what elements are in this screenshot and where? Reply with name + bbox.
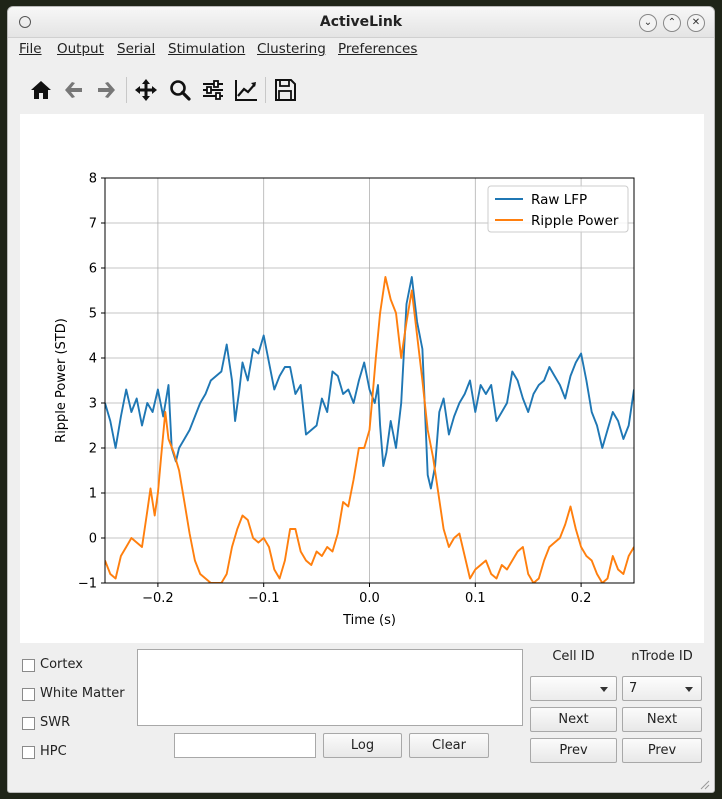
menu-bar: File Output Serial Stimulation Clusterin… [8, 38, 714, 60]
chevron-down-icon [685, 687, 693, 692]
x-tick-label: 0.0 [359, 591, 380, 606]
log-button[interactable]: Log [323, 733, 402, 758]
edit-axis-icon[interactable] [233, 77, 259, 103]
close-icon[interactable]: ✕ [687, 14, 705, 32]
y-tick-label: −1 [78, 577, 97, 592]
chevron-down-icon [600, 687, 608, 692]
back-icon[interactable] [61, 77, 87, 103]
plot-canvas[interactable]: −0.2 −0.1 0.0 0.1 0.2 −1 0 1 2 3 4 5 6 7 8 Time (s) Ripp… [20, 114, 704, 643]
log-text-area[interactable] [137, 649, 523, 726]
cell-next-button[interactable]: Next [530, 707, 617, 732]
app-icon [19, 16, 31, 28]
app-window: ActiveLink ⌄ ⌃ ✕ File Output Serial Stim… [7, 6, 715, 793]
menu-file[interactable]: File [19, 41, 42, 57]
home-icon[interactable] [28, 77, 54, 103]
legend-label: Ripple Power [531, 213, 619, 229]
x-tick-label: 0.1 [465, 591, 486, 606]
checkbox-label: SWR [40, 715, 71, 730]
menu-serial[interactable]: Serial [117, 41, 156, 57]
y-tick-label: 4 [89, 352, 97, 367]
y-axis-label: Ripple Power (STD) [54, 318, 69, 443]
toolbar-separator [265, 77, 266, 103]
resize-grip-icon[interactable] [700, 780, 710, 790]
ntrode-id-select[interactable]: 7 [622, 676, 702, 701]
x-tick-label: −0.2 [142, 591, 174, 606]
menu-clustering[interactable]: Clustering [257, 41, 326, 57]
minimize-icon[interactable]: ⌄ [639, 14, 657, 32]
configure-subplots-icon[interactable] [200, 77, 226, 103]
checkbox-box[interactable] [22, 659, 35, 672]
x-tick-label: −0.1 [248, 591, 280, 606]
y-tick-label: 2 [89, 442, 97, 457]
control-panel: Cortex White Matter SWR HPC Log Clear Ce… [8, 647, 714, 792]
pan-icon[interactable] [133, 77, 159, 103]
ntrode-prev-button[interactable]: Prev [622, 738, 702, 763]
checkbox-label: Cortex [40, 657, 83, 672]
checkbox-box[interactable] [22, 746, 35, 759]
ntrode-next-button[interactable]: Next [622, 707, 702, 732]
save-icon[interactable] [272, 77, 298, 103]
y-tick-label: 5 [89, 307, 97, 322]
y-tick-label: 3 [89, 397, 97, 412]
menu-stimulation[interactable]: Stimulation [168, 41, 246, 57]
chart-svg[interactable]: −0.2 −0.1 0.0 0.1 0.2 −1 0 1 2 3 4 5 6 7 8 Time (s) Ripp… [20, 114, 704, 643]
checkbox-label: White Matter [40, 686, 125, 701]
checkbox-label: HPC [40, 744, 67, 759]
legend-label: Raw LFP [531, 192, 587, 208]
ntrode-id-value: 7 [629, 681, 638, 696]
forward-icon[interactable] [93, 77, 119, 103]
y-tick-label: 1 [89, 487, 97, 502]
cell-prev-button[interactable]: Prev [530, 738, 617, 763]
cell-id-select[interactable] [530, 676, 617, 701]
command-input[interactable] [174, 733, 316, 758]
y-tick-label: 6 [89, 262, 97, 277]
checkbox-box[interactable] [22, 688, 35, 701]
series-line-ripple-power [105, 276, 634, 583]
ntrode-id-label: nTrode ID [631, 649, 693, 664]
x-tick-label: 0.2 [571, 591, 592, 606]
y-tick-label: 7 [89, 217, 97, 232]
cell-id-label: Cell ID [552, 649, 595, 664]
menu-output[interactable]: Output [57, 41, 104, 57]
x-axis-label: Time (s) [342, 613, 396, 628]
plot-toolbar [8, 67, 714, 111]
maximize-icon[interactable]: ⌃ [663, 14, 681, 32]
y-tick-label: 8 [89, 172, 97, 187]
clear-button[interactable]: Clear [409, 733, 489, 758]
title-bar[interactable]: ActiveLink ⌄ ⌃ ✕ [8, 7, 714, 38]
window-title: ActiveLink [319, 14, 403, 30]
y-tick-label: 0 [89, 532, 97, 547]
toolbar-separator [126, 77, 127, 103]
zoom-icon[interactable] [167, 77, 193, 103]
menu-preferences[interactable]: Preferences [338, 41, 418, 57]
checkbox-box[interactable] [22, 717, 35, 730]
